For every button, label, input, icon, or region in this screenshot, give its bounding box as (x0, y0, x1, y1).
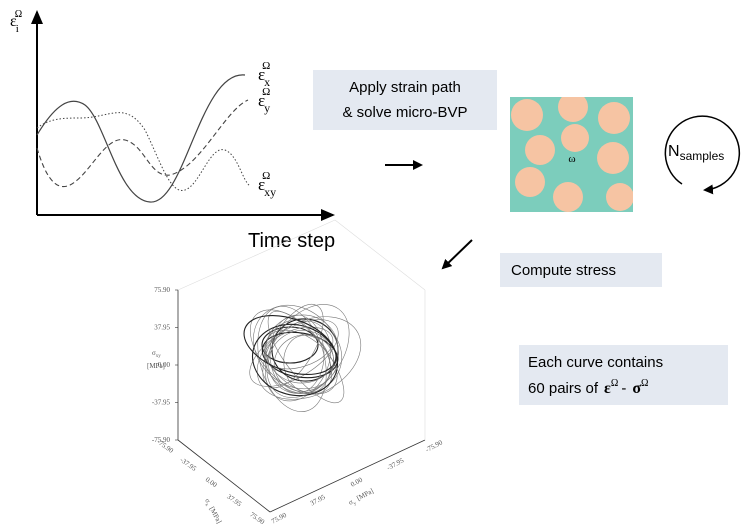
label-sup: Ω (15, 9, 22, 20)
curve-x (37, 75, 245, 202)
label-unit: [MPa] (208, 505, 223, 525)
label-sup: Ω (262, 86, 270, 98)
text-part: - (621, 380, 626, 397)
x-tick-label: -75.90 (155, 438, 175, 455)
step-text: Apply strain path (349, 79, 461, 96)
curve-label: εxΩ (258, 60, 270, 89)
stress-plot-3d: σxy [MPa] σx[MPa] σy[MPa] 75.90 37.95 0.00… (147, 220, 444, 526)
y-axis-label: εiΩ (10, 9, 22, 35)
x-tick-label: -37.95 (178, 456, 198, 473)
step-text: Compute stress (511, 262, 616, 279)
label-sub: x (203, 503, 209, 508)
label-sub: y (353, 501, 358, 507)
diagram: εiΩ εxΩ εyΩ εxyΩ Time step Apply strain … (0, 0, 741, 526)
text-part: σ (632, 380, 641, 397)
text-part: Ω (611, 378, 618, 389)
text-part: Ω (641, 378, 648, 389)
label-unit: [MPa] (355, 487, 375, 502)
y-tick-label: -37.95 (385, 456, 405, 472)
microstructure: ω (510, 92, 634, 212)
label-sub: i (16, 23, 19, 35)
z-tick-label: 75.90 (154, 286, 170, 294)
y-tick-label: 75.90 (270, 511, 288, 526)
samples-loop: Nsamples (665, 116, 739, 190)
curve-xy (37, 113, 250, 191)
label-sub: y (264, 101, 270, 115)
curve-label: εxyΩ (258, 170, 276, 199)
arrow (443, 240, 472, 268)
curve-y (37, 100, 248, 187)
label-sub: xy (264, 185, 276, 199)
stress-curve (269, 315, 324, 394)
step-text: & solve micro-BVP (342, 104, 467, 121)
curve-label: εyΩ (258, 86, 270, 115)
y-tick-label: -75.90 (424, 438, 444, 454)
z-tick-label: -37.95 (152, 399, 171, 407)
x-tick-label: 75.90 (248, 511, 266, 526)
axis-label: σy[MPa] (347, 487, 376, 509)
label-sub: xy (156, 354, 162, 359)
strain-plot: εiΩ εxΩ εyΩ εxyΩ Time step (10, 9, 335, 252)
stress-curves (235, 288, 375, 420)
z-tick-label: 0.00 (158, 361, 171, 369)
label-sup: Ω (262, 170, 270, 182)
label-sub: samples (680, 149, 725, 163)
y-tick-label: 37.95 (309, 493, 327, 508)
micro-label: ω (568, 153, 575, 165)
x-tick-label: 37.95 (225, 493, 243, 509)
label-base: N (668, 143, 680, 160)
axis-label: σxy (152, 349, 161, 359)
label-sup: Ω (262, 60, 270, 72)
text-part: 60 pairs of (528, 380, 599, 397)
z-tick-label: 37.95 (154, 324, 170, 332)
x-axis-label: Time step (248, 230, 335, 252)
axis-label: σx[MPa] (201, 497, 223, 526)
summary-text: Each curve contains (528, 354, 663, 371)
samples-label: Nsamples (668, 143, 724, 163)
y-tick-label: 0.00 (349, 476, 364, 489)
x-tick-label: 0.00 (204, 476, 219, 490)
